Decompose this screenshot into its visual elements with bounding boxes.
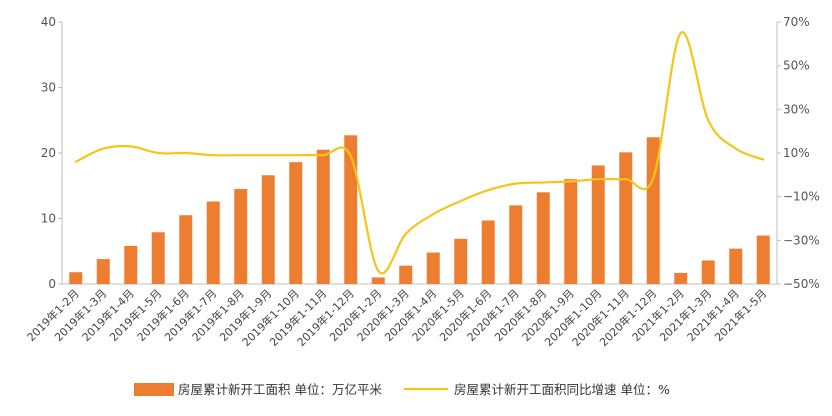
bar	[344, 135, 358, 284]
bar	[454, 238, 468, 284]
y-left-tick-label: 20	[41, 146, 56, 160]
bar-series	[69, 135, 770, 284]
y-right-tick-label: 50%	[783, 59, 810, 73]
bar	[124, 246, 138, 284]
bar	[509, 205, 523, 284]
y-right-tick-marks	[777, 21, 781, 285]
y-left-tick-label: 40	[41, 15, 56, 29]
legend-label-line: 房屋累计新开工面积同比增速 单位：%	[454, 382, 670, 397]
bar	[179, 215, 193, 284]
bar	[371, 277, 385, 284]
y-right-tick-label: −10%	[783, 190, 820, 204]
bar	[96, 259, 110, 284]
y-right-tick-label: 10%	[783, 146, 810, 160]
legend-swatch-bar	[134, 383, 174, 396]
bar	[756, 235, 770, 284]
growth-rate-line	[74, 31, 765, 275]
y-right-tick-labels: −50% −30% −10% 10% 30% 50% 70%	[783, 15, 820, 291]
bar	[481, 220, 495, 284]
y-right-tick-label: −50%	[783, 277, 820, 291]
bar	[399, 265, 413, 284]
y-left-tick-labels: 0 10 20 30 40	[41, 15, 56, 291]
bar	[591, 165, 605, 284]
bar	[289, 162, 303, 284]
bar	[426, 252, 440, 284]
y-left-tick-label: 0	[48, 277, 56, 291]
bar	[316, 149, 330, 284]
bar	[701, 260, 715, 284]
bar	[261, 175, 275, 284]
bar	[536, 192, 550, 284]
bar	[69, 272, 83, 284]
bar	[729, 248, 743, 284]
bar	[151, 232, 165, 284]
y-left-tick-marks	[58, 21, 62, 285]
y-left-tick-label: 10	[41, 212, 56, 226]
bar	[646, 137, 660, 284]
y-right-tick-label: 30%	[783, 102, 810, 116]
bar	[674, 272, 688, 284]
bar	[234, 189, 248, 284]
bar	[206, 201, 220, 284]
legend: 房屋累计新开工面积 单位：万亿平米 房屋累计新开工面积同比增速 单位：%	[134, 382, 670, 397]
bar	[564, 179, 578, 284]
y-right-tick-label: −30%	[783, 233, 820, 247]
bar	[619, 152, 633, 284]
y-left-tick-label: 30	[41, 81, 56, 95]
x-tick-labels: 2019年1-2月2019年1-3月2019年1-4月2019年1-5月2019…	[24, 286, 769, 349]
legend-label-bar: 房屋累计新开工面积 单位：万亿平米	[178, 382, 382, 397]
y-right-tick-label: 70%	[783, 15, 810, 29]
